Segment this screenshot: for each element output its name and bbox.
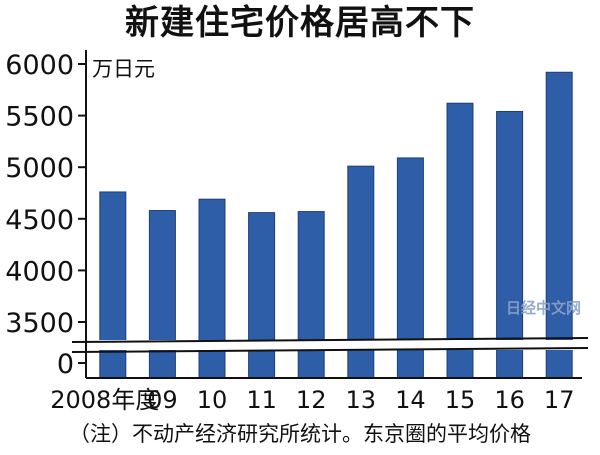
x-tick-label: 2008年度: [50, 386, 159, 414]
x-tick-label: 12: [296, 386, 327, 414]
bar: [297, 211, 325, 379]
y-tick-label: 6000: [5, 50, 74, 81]
y-tick-label: 3500: [5, 308, 74, 339]
x-tick-label: 16: [494, 386, 525, 414]
bar: [99, 191, 127, 379]
x-tick-label: 15: [445, 386, 476, 414]
y-tick-label: 4500: [5, 205, 74, 236]
x-tick-label: 14: [395, 386, 426, 414]
axis-break: [71, 337, 589, 353]
x-tick-label: 13: [346, 386, 377, 414]
y-tick-label: 5000: [5, 153, 74, 184]
x-tick-label: 17: [544, 386, 575, 414]
axis-break-line: [71, 347, 589, 353]
y-tick-label: 4000: [5, 256, 74, 287]
bar: [148, 210, 176, 379]
y-tick-label: 5500: [5, 102, 74, 133]
y-tick-label: 0: [57, 349, 74, 380]
axis-break-band: [72, 340, 588, 350]
watermark-logo: 日经中文网: [506, 299, 582, 317]
bar: [545, 71, 573, 379]
chart-title: 新建住宅价格居高不下: [125, 3, 475, 43]
bar: [446, 102, 474, 379]
bar: [248, 212, 276, 379]
x-tick-label: 10: [197, 386, 228, 414]
y-axis-ticks: 6000 5500 5000 4500 4000 3500 0: [5, 50, 86, 380]
bars: [99, 71, 573, 379]
bar: [496, 110, 524, 379]
unit-label: 万日元: [92, 57, 155, 81]
footnote: （注）不动产经济研究所统计。东京圈的平均价格: [69, 422, 531, 446]
x-tick-label: 11: [246, 386, 277, 414]
axis-break-line: [71, 337, 589, 343]
x-tick-label: 09: [147, 386, 178, 414]
